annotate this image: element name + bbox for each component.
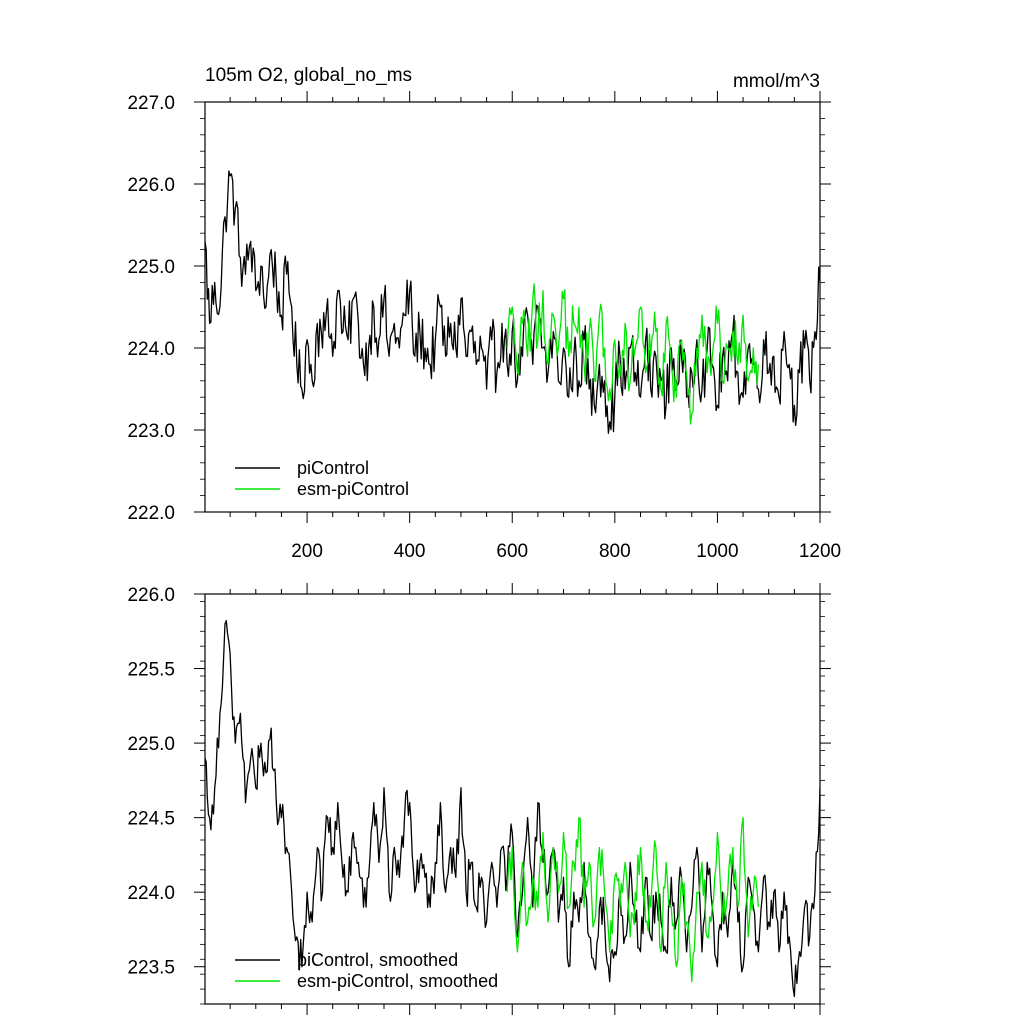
series-line-esm-picontrol [506, 816, 760, 983]
y-tick-label: 227.0 [127, 93, 175, 114]
x-tick-label: 800 [599, 541, 631, 562]
y-tick-label: 226.0 [127, 175, 175, 196]
series-line-esm-picontrol [506, 283, 760, 425]
y-tick-label: 224.0 [127, 883, 175, 904]
x-tick-label: 600 [496, 541, 528, 562]
plot-frame [204, 593, 821, 1005]
legend-label: esm-piControl, smoothed [297, 971, 498, 991]
legend-label: piControl [297, 458, 369, 478]
series-line-picontrol [205, 619, 820, 998]
x-tick-label: 1000 [696, 541, 738, 562]
y-tick-label: 226.0 [127, 585, 175, 606]
bottom-panel: 223.5 224.0 224.5 225.0 225.5 226.0 piControl,… [127, 583, 831, 1015]
y-tick-label: 225.5 [127, 660, 175, 681]
x-tick-label: 400 [394, 541, 426, 562]
x-tick-label: 200 [291, 541, 323, 562]
y-tick-label: 225.0 [127, 257, 175, 278]
y-tick-label: 224.5 [127, 809, 175, 830]
y-tick-label: 222.0 [127, 503, 175, 524]
y-tick-label: 225.0 [127, 734, 175, 755]
x-tick-label: 1200 [799, 541, 841, 562]
units-label: mmol/m^3 [733, 71, 820, 92]
chart-title: 105m O2, global_no_ms [205, 65, 412, 86]
y-tick-label: 224.0 [127, 339, 175, 360]
legend-label: esm-piControl [297, 479, 409, 499]
y-tick-label: 223.0 [127, 421, 175, 442]
top-panel: 200 400 600 800 1000 1200 222.0 223.0 224.0 225.0… [127, 91, 841, 562]
series-line-picontrol [205, 170, 820, 434]
y-tick-label: 223.5 [127, 958, 175, 979]
legend-label: piControl, smoothed [297, 950, 458, 970]
